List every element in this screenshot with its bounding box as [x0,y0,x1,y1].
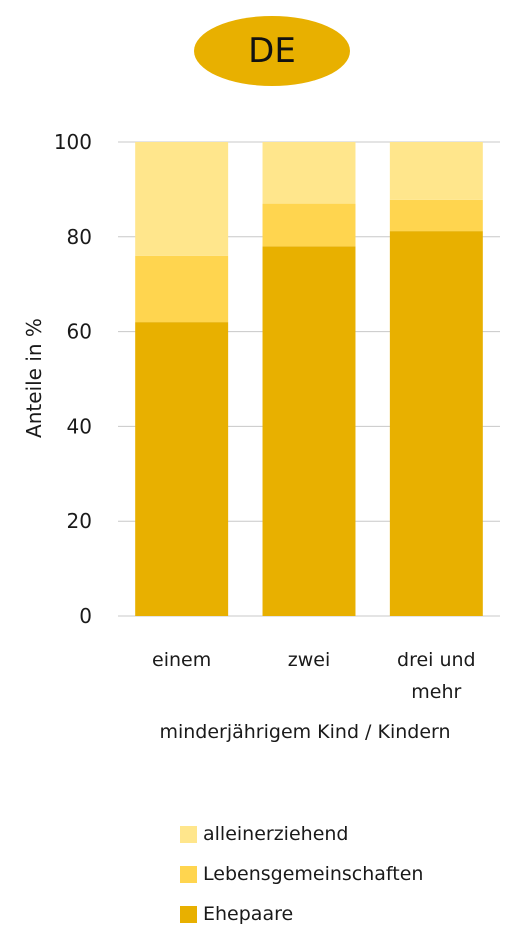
legend-label: Ehepaare [203,903,294,925]
bar-segment [262,246,356,616]
x-tick-label: einem [152,649,211,671]
legend-label: Lebensgemeinschaften [203,863,424,885]
y-tick-label: 60 [67,320,92,344]
bar-segment [389,142,483,200]
legend-swatch [180,865,197,883]
bar-segment [135,142,229,256]
y-tick-label: 80 [67,225,92,249]
bar-segment [262,203,356,247]
bar-segment [389,231,483,616]
y-tick-label: 100 [54,130,92,154]
legend-swatch [180,825,197,843]
x-axis-label: minderjährigem Kind / Kindern [159,721,450,743]
y-tick-label: 0 [79,604,92,628]
legend-swatch [180,905,197,923]
bar-segment [389,199,483,232]
legend: alleinerziehend Lebensgemeinschaften Ehepa… [180,814,423,934]
y-axis-label: Anteile in % [22,318,46,438]
y-tick-labels: 0 20 40 60 80 100 [54,130,92,628]
bar-segment [135,322,229,616]
bar-segment [262,142,356,204]
x-tick-label: drei und [397,649,476,671]
y-tick-label: 40 [67,414,92,438]
stacked-bar-chart: 0 20 40 60 80 100 einem zwei drei und mehr Antei… [22,130,500,743]
y-tick-label: 20 [67,509,92,533]
bar-segment [135,255,229,323]
legend-item: alleinerziehend [180,814,423,854]
legend-item: Ehepaare [180,894,423,934]
bars [135,142,483,616]
x-tick-labels: einem zwei drei und mehr [152,649,476,703]
legend-label: alleinerziehend [203,823,349,845]
x-tick-label: mehr [411,681,461,703]
country-badge-label: DE [248,31,296,71]
x-tick-label: zwei [288,649,330,671]
legend-item: Lebensgemeinschaften [180,854,423,894]
country-badge: DE [194,16,350,86]
